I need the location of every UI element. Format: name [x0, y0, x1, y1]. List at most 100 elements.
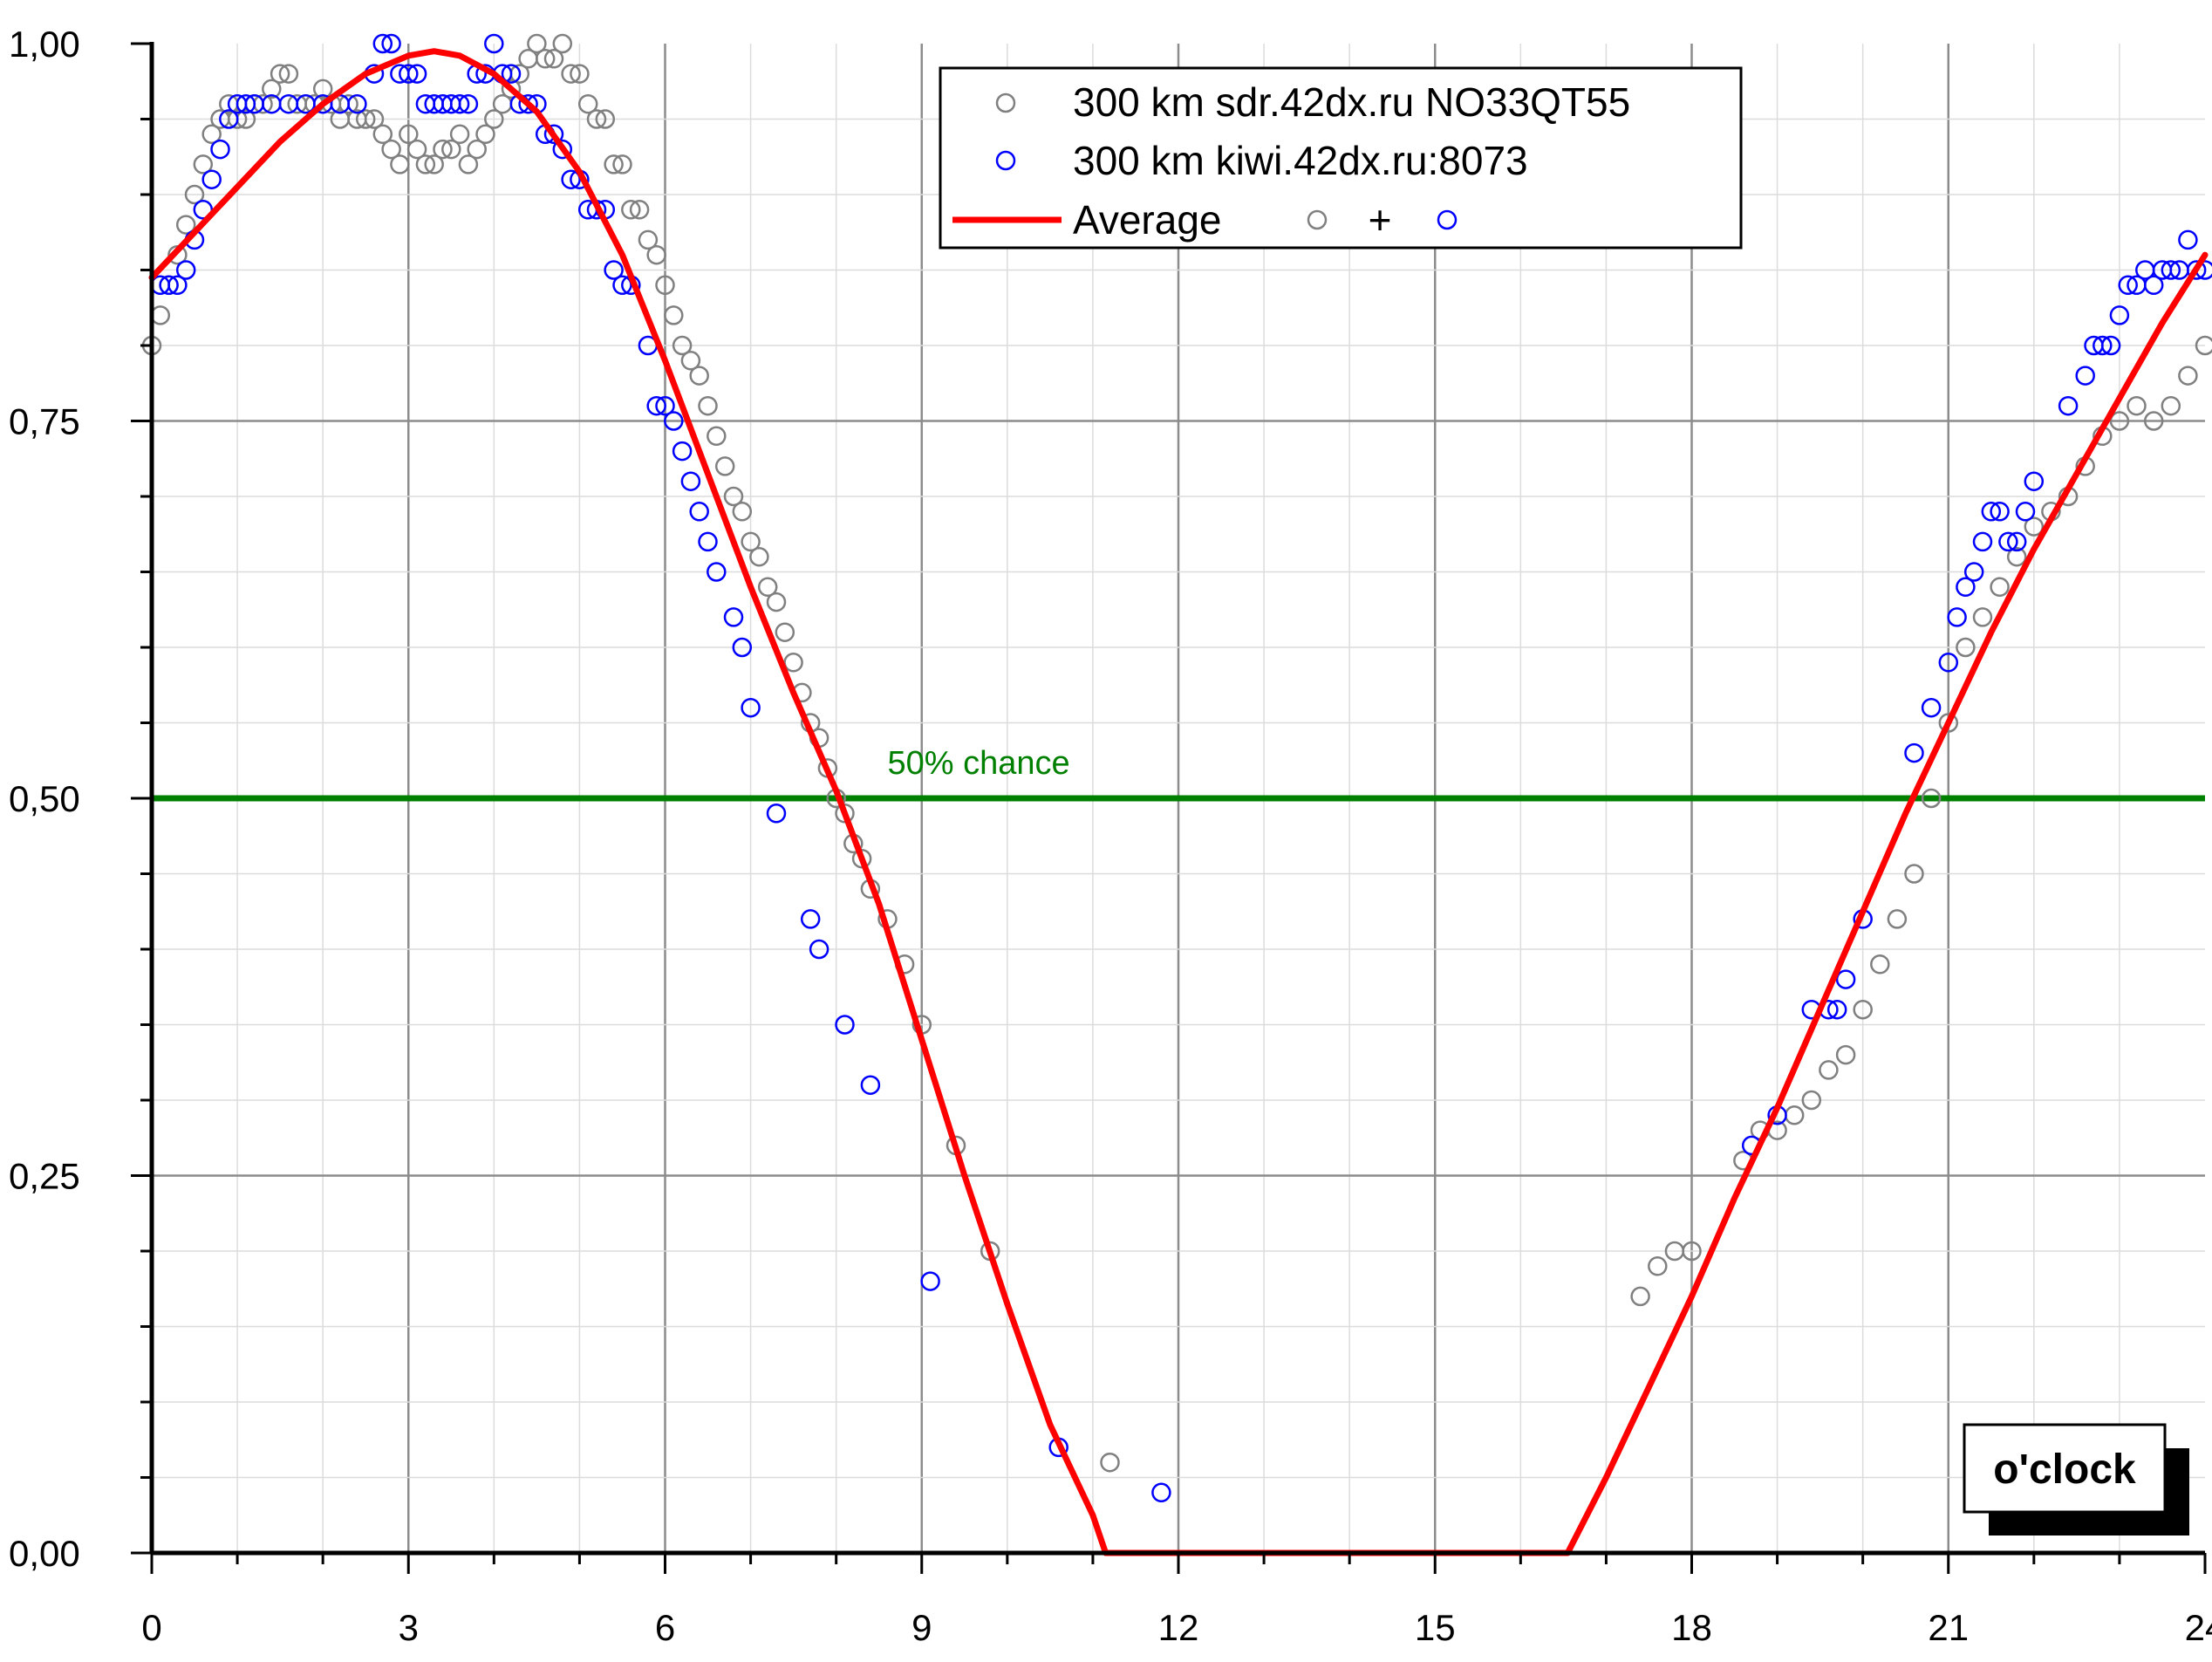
data-point-series1	[484, 109, 504, 129]
legend-marker-average-blue	[1437, 209, 1458, 230]
data-point-series1	[783, 653, 803, 673]
data-point-series1	[2161, 395, 2181, 416]
data-point-series1	[390, 154, 410, 174]
data-point-series1	[757, 577, 778, 598]
data-point-series1	[262, 79, 282, 99]
threshold-line-group: 50% chance	[152, 745, 2205, 802]
x-tick-label: 12	[1158, 1607, 1199, 1648]
data-point-series1	[1972, 607, 1993, 627]
legend: 300 km sdr.42dx.ru NO33QT55 300 km kiwi.…	[939, 66, 1743, 250]
x-tick-label: 0	[141, 1607, 161, 1648]
data-point-series2	[399, 64, 419, 84]
x-tick-label: 9	[911, 1607, 932, 1648]
data-point-series1	[835, 804, 855, 824]
data-point-series1	[501, 79, 522, 99]
data-point-series2	[604, 260, 624, 280]
data-point-series1	[338, 93, 358, 114]
data-point-series2	[1938, 653, 1959, 673]
data-point-series1	[680, 351, 701, 371]
data-point-series1	[441, 139, 461, 160]
average-curve	[148, 48, 2209, 1556]
data-point-series1	[586, 109, 607, 129]
data-point-series2	[381, 33, 401, 54]
data-point-series1	[766, 592, 787, 612]
x-tick-label: 6	[655, 1607, 675, 1648]
data-point-series1	[270, 64, 290, 84]
data-point-series1	[672, 335, 693, 356]
data-point-series1	[312, 79, 333, 99]
data-point-series1	[1100, 1452, 1120, 1473]
time-unit-box: o'clock	[1963, 1423, 2189, 1535]
data-point-series1	[364, 109, 385, 129]
data-point-series2	[2015, 502, 2036, 522]
data-point-series2	[1947, 607, 1967, 627]
data-point-series1	[1853, 999, 1873, 1020]
x-tick-label: 24	[2185, 1607, 2212, 1648]
data-point-series2	[920, 1271, 940, 1291]
axes: 0 3 6 9 12 15 18 21 24 0,00 0,25 0,50 0,75 1,00	[9, 24, 2212, 1648]
data-point-series2	[672, 441, 693, 462]
legend-label-series2: 300 km kiwi.42dx.ru:8073	[1073, 138, 1528, 183]
data-point-series1	[1990, 577, 2010, 598]
data-point-series1	[714, 456, 735, 476]
data-point-series1	[1870, 954, 1890, 975]
data-point-series2	[543, 124, 564, 145]
data-point-series1	[1819, 1060, 1839, 1080]
data-point-series1	[449, 124, 470, 145]
data-point-series2	[501, 64, 522, 84]
data-point-series1	[741, 531, 761, 552]
data-point-series1	[193, 154, 214, 174]
data-point-series2	[1963, 562, 1984, 582]
y-tick-label: 0,75	[9, 401, 80, 442]
data-point-series1	[381, 139, 401, 160]
x-tick-label: 21	[1928, 1607, 1969, 1648]
data-point-series1	[1630, 1286, 1650, 1307]
data-point-series2	[406, 64, 427, 84]
data-point-series2	[766, 804, 787, 824]
data-point-series1	[1835, 1044, 1856, 1065]
data-point-series2	[561, 169, 581, 189]
data-point-series1	[415, 154, 436, 174]
data-point-series1	[1921, 788, 1942, 809]
data-point-series2	[236, 93, 256, 114]
legend-label-average: Average	[1073, 197, 1222, 243]
data-point-series1	[475, 124, 495, 145]
data-point-series1	[851, 848, 872, 869]
data-point-series2	[518, 93, 538, 114]
data-point-series1	[406, 139, 427, 160]
data-point-series1	[604, 154, 624, 174]
data-point-series2	[1972, 531, 1993, 552]
y-tick-label: 0,25	[9, 1156, 80, 1197]
data-point-series2	[741, 697, 761, 718]
data-point-series1	[2195, 335, 2212, 356]
data-point-series1	[2143, 411, 2164, 431]
data-point-series2	[347, 93, 367, 114]
data-point-series1	[664, 305, 684, 325]
data-point-series1	[775, 622, 795, 642]
data-point-series2	[1835, 969, 1856, 989]
data-point-series2	[2178, 229, 2198, 250]
data-point-series1	[278, 64, 299, 84]
data-point-series1	[577, 93, 598, 114]
data-point-series1	[1904, 864, 1924, 884]
data-point-series2	[809, 939, 830, 960]
data-point-series2	[2143, 275, 2164, 296]
data-point-series2	[2024, 471, 2045, 491]
data-point-series1	[399, 124, 419, 145]
data-point-series1	[629, 200, 650, 220]
data-point-series2	[1981, 502, 2002, 522]
legend-marker-series1	[995, 92, 1016, 113]
data-point-series1	[2024, 516, 2045, 537]
data-point-series1	[527, 33, 547, 54]
data-point-series2	[167, 275, 188, 296]
data-point-series2	[2161, 260, 2181, 280]
legend-marker-series2	[995, 150, 1016, 171]
data-point-series1	[2109, 411, 2130, 431]
data-point-series2	[1904, 742, 1924, 763]
data-point-series2	[372, 33, 393, 54]
data-point-series2	[449, 93, 470, 114]
data-point-series2	[612, 275, 632, 296]
data-point-series1	[458, 154, 479, 174]
data-point-series1	[1648, 1256, 1668, 1276]
data-point-series1	[1682, 1241, 1702, 1262]
